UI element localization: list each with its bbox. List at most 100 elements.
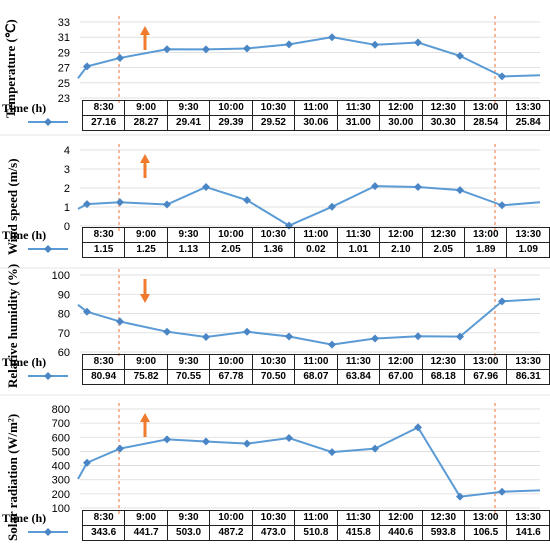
time-cell: 11:00 bbox=[294, 354, 338, 370]
y-tick-label: 100 bbox=[52, 270, 70, 282]
value-cell: 80.94 bbox=[81, 369, 126, 385]
value-cell: 1.01 bbox=[336, 242, 381, 258]
data-point bbox=[243, 196, 251, 205]
y-tick-label: 23 bbox=[58, 93, 70, 105]
time-cell: 9:30 bbox=[166, 100, 211, 116]
value-cell: 141.6 bbox=[506, 525, 550, 541]
value-cell: 1.36 bbox=[251, 242, 296, 258]
time-cell: 12:00 bbox=[379, 100, 423, 116]
legend-marker-icon bbox=[28, 244, 68, 253]
value-cell: 441.7 bbox=[124, 525, 168, 541]
y-tick-label: 29 bbox=[58, 47, 70, 59]
data-point bbox=[83, 307, 91, 316]
value-cell: 30.00 bbox=[379, 115, 423, 131]
x-axis-label: Time (h) bbox=[2, 511, 47, 525]
y-tick-label: 33 bbox=[58, 17, 70, 29]
value-row: 80.94 75.82 70.55 67.78 70.50 68.07 63.84 67.00… bbox=[2, 369, 550, 385]
time-cell: 9:30 bbox=[166, 510, 211, 526]
value-cell: 29.41 bbox=[166, 115, 211, 131]
x-axis-label: Time (h) bbox=[2, 101, 47, 115]
data-point bbox=[163, 45, 171, 54]
series-line bbox=[77, 426, 541, 498]
data-table: Time (h) 8:30 9:00 9:30 10:00 10:30 11:00 11:30… bbox=[2, 510, 550, 541]
value-cell: 1.25 bbox=[124, 242, 168, 258]
time-cell: 13:00 bbox=[463, 354, 508, 370]
y-tick-label: 2 bbox=[64, 183, 70, 195]
value-cell: 2.05 bbox=[209, 242, 253, 258]
value-cell: 67.78 bbox=[209, 369, 253, 385]
data-point bbox=[328, 448, 336, 457]
value-cell: 440.6 bbox=[379, 525, 423, 541]
value-row: 343.6 441.7 503.0 487.2 473.0 510.8 415.8 440.6… bbox=[2, 525, 550, 541]
data-point bbox=[116, 444, 124, 453]
time-cell: 12:30 bbox=[421, 354, 465, 370]
value-cell: 0.02 bbox=[294, 242, 338, 258]
time-row: Time (h) 8:30 9:00 9:30 10:00 10:30 11:00 11:30… bbox=[2, 100, 550, 116]
value-cell: 25.84 bbox=[506, 115, 550, 131]
value-cell: 27.16 bbox=[81, 115, 126, 131]
data-point bbox=[116, 317, 124, 326]
data-table: Time (h) 8:30 9:00 9:30 10:00 10:30 11:00 11:30… bbox=[2, 227, 550, 258]
value-cell: 593.8 bbox=[421, 525, 465, 541]
time-cell: 10:30 bbox=[251, 354, 296, 370]
y-tick-label: 300 bbox=[52, 475, 70, 487]
time-cell: 13:00 bbox=[463, 227, 508, 243]
value-cell: 67.96 bbox=[463, 369, 508, 385]
value-cell: 510.8 bbox=[294, 525, 338, 541]
data-point bbox=[328, 33, 336, 42]
value-cell: 487.2 bbox=[209, 525, 253, 541]
data-point bbox=[456, 51, 464, 60]
data-point bbox=[163, 327, 171, 336]
time-cell: 13:30 bbox=[506, 227, 550, 243]
arrow-up-icon bbox=[140, 413, 150, 437]
time-cell: 9:30 bbox=[166, 354, 211, 370]
time-cell: 13:00 bbox=[463, 100, 508, 116]
time-cell: 9:00 bbox=[124, 100, 168, 116]
y-tick-label: 400 bbox=[52, 461, 70, 473]
data-point bbox=[498, 72, 506, 81]
legend-marker-icon bbox=[28, 527, 68, 536]
value-cell: 63.84 bbox=[336, 369, 381, 385]
time-row: Time (h) 8:30 9:00 9:30 10:00 10:30 11:00 11:30… bbox=[2, 510, 550, 526]
data-point bbox=[456, 492, 464, 501]
time-cell: 8:30 bbox=[81, 354, 126, 370]
y-tick-label: 31 bbox=[58, 32, 70, 44]
data-point bbox=[498, 297, 506, 306]
data-point bbox=[83, 458, 91, 467]
time-cell: 10:00 bbox=[209, 510, 253, 526]
value-cell: 31.00 bbox=[336, 115, 381, 131]
data-point bbox=[202, 45, 210, 54]
time-cell: 10:30 bbox=[251, 227, 296, 243]
series-line bbox=[77, 36, 541, 79]
data-point bbox=[498, 487, 506, 496]
time-cell: 11:00 bbox=[294, 227, 338, 243]
value-cell: 473.0 bbox=[251, 525, 296, 541]
data-point bbox=[371, 444, 379, 453]
data-point bbox=[456, 186, 464, 195]
data-point bbox=[414, 183, 422, 192]
time-cell: 12:30 bbox=[421, 510, 465, 526]
value-cell: 1.89 bbox=[463, 242, 508, 258]
value-row: 1.15 1.25 1.13 2.05 1.36 0.02 1.01 2.10 2.05 1.89… bbox=[2, 242, 550, 258]
time-cell: 12:30 bbox=[421, 100, 465, 116]
y-tick-label: 200 bbox=[52, 489, 70, 501]
value-cell: 28.54 bbox=[463, 115, 508, 131]
value-cell: 2.10 bbox=[379, 242, 423, 258]
time-cell: 9:00 bbox=[124, 354, 168, 370]
value-cell: 70.50 bbox=[251, 369, 296, 385]
value-cell: 106.5 bbox=[463, 525, 508, 541]
data-point bbox=[83, 62, 91, 71]
time-cell: 11:00 bbox=[294, 100, 338, 116]
data-point bbox=[202, 437, 210, 446]
time-cell: 10:00 bbox=[209, 100, 253, 116]
series-line bbox=[77, 298, 541, 346]
data-point bbox=[285, 332, 293, 341]
value-cell: 1.09 bbox=[506, 242, 550, 258]
time-cell: 10:00 bbox=[209, 354, 253, 370]
y-tick-label: 4 bbox=[64, 145, 70, 157]
legend-key bbox=[2, 243, 82, 258]
time-cell: 11:30 bbox=[336, 227, 381, 243]
data-point bbox=[163, 435, 171, 444]
time-cell: 13:30 bbox=[506, 510, 550, 526]
y-tick-label: 60 bbox=[58, 347, 70, 359]
